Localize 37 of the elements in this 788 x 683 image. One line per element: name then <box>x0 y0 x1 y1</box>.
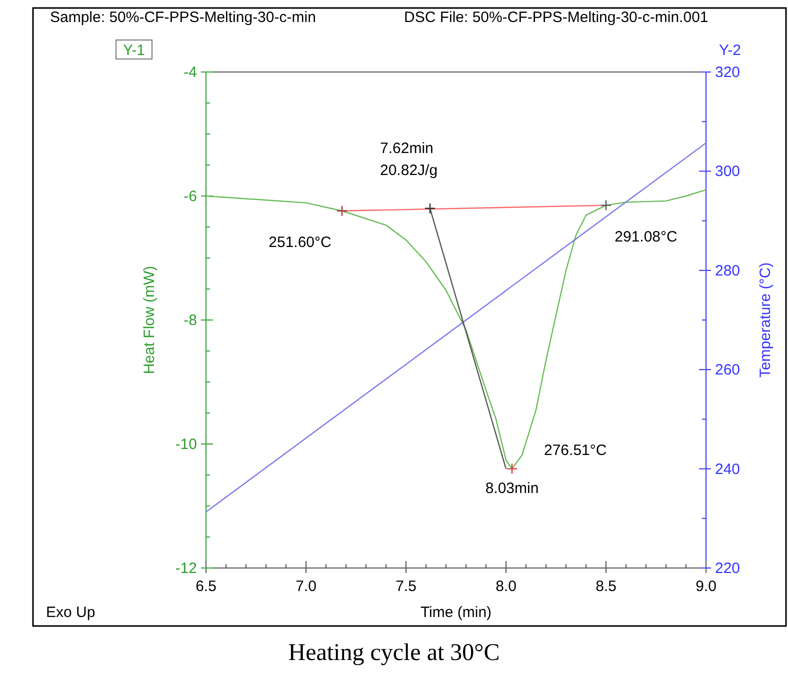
text: Y-2 <box>719 42 741 59</box>
y2-tick-label: 260 <box>715 362 740 379</box>
y-tick-label: -12 <box>175 560 197 577</box>
text: Sample: 50%-CF-PPS-Melting-30-c-min <box>50 9 316 26</box>
y2-tick-label: 220 <box>715 560 740 577</box>
y-tick-label: -10 <box>175 436 197 453</box>
point <box>424 202 436 214</box>
y2-tick-label: 280 <box>715 262 740 280</box>
y-tick-label: -8 <box>184 312 197 329</box>
annotation: 291.08°C <box>614 228 678 246</box>
text: Y-1 <box>123 42 145 59</box>
x-tick-label: 8.0 <box>496 578 516 595</box>
y-tick-label: -4 <box>184 64 197 81</box>
point <box>600 200 612 211</box>
annotation: 20.82J/g <box>380 162 438 179</box>
point <box>336 205 348 216</box>
x-tick-label: 7.0 <box>296 578 316 595</box>
line-series <box>205 189 707 470</box>
x-axis-title: Time (min) <box>420 604 492 621</box>
y-tick-label: -6 <box>184 188 197 205</box>
x-tick-label: 7.5 <box>396 578 416 595</box>
y2-tick-label: 320 <box>715 64 740 81</box>
y2-axis-title: Temperature (°C) <box>757 262 774 378</box>
annotation: 7.62min <box>380 140 434 157</box>
x-tick-label: 9.0 <box>696 578 716 595</box>
x-tick-label: 6.5 <box>196 578 216 595</box>
annotation: 276.51°C <box>544 442 607 459</box>
x-tick-label: 8.5 <box>596 578 616 595</box>
y2-tick-label: 300 <box>715 163 740 180</box>
text: Exo Up <box>46 604 96 621</box>
point <box>506 463 518 474</box>
text: Heating cycle at 30°C <box>288 640 500 666</box>
y2-tick-label: 240 <box>715 460 740 478</box>
annotation: 251.60°C <box>268 234 332 251</box>
text: DSC File: 50%-CF-PPS-Melting-30-c-min.001 <box>404 9 708 26</box>
annotation: 8.03min <box>485 480 539 497</box>
y-axis-title: Heat Flow (mW) <box>141 266 158 374</box>
